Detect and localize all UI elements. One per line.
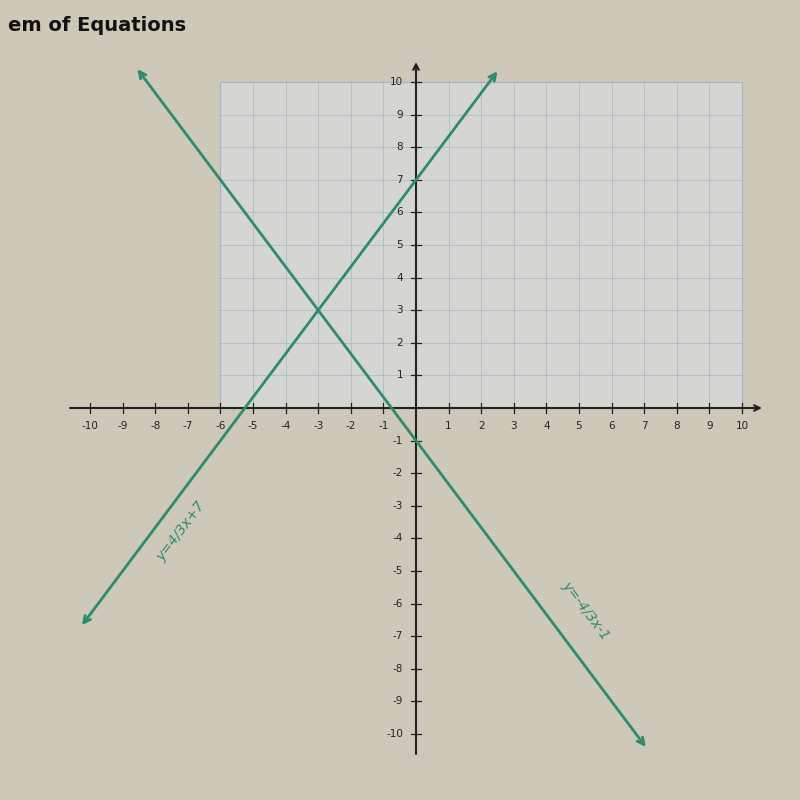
Text: 6: 6: [608, 421, 615, 431]
Text: -9: -9: [393, 696, 403, 706]
Text: -3: -3: [313, 421, 323, 431]
Text: -8: -8: [393, 664, 403, 674]
Text: -7: -7: [182, 421, 193, 431]
Text: -6: -6: [393, 598, 403, 609]
Text: -8: -8: [150, 421, 161, 431]
Text: -10: -10: [82, 421, 98, 431]
Text: -1: -1: [393, 435, 403, 446]
Text: -2: -2: [393, 468, 403, 478]
Text: 5: 5: [576, 421, 582, 431]
Text: 7: 7: [396, 175, 403, 185]
Text: 3: 3: [396, 306, 403, 315]
Text: 2: 2: [396, 338, 403, 348]
Text: -9: -9: [118, 421, 128, 431]
Text: -5: -5: [248, 421, 258, 431]
Text: 6: 6: [396, 207, 403, 218]
Text: -6: -6: [215, 421, 226, 431]
Text: 10: 10: [390, 77, 403, 87]
Text: -3: -3: [393, 501, 403, 510]
Text: -1: -1: [378, 421, 389, 431]
Text: 1: 1: [446, 421, 452, 431]
Text: -4: -4: [281, 421, 291, 431]
Text: 1: 1: [396, 370, 403, 381]
Text: 4: 4: [543, 421, 550, 431]
Text: -10: -10: [386, 729, 403, 739]
Text: 2: 2: [478, 421, 485, 431]
Text: 3: 3: [510, 421, 517, 431]
Text: 4: 4: [396, 273, 403, 282]
Text: em of Equations: em of Equations: [8, 16, 186, 35]
Text: y=-4/3x-1: y=-4/3x-1: [559, 578, 612, 642]
Text: 8: 8: [396, 142, 403, 152]
Text: 7: 7: [641, 421, 647, 431]
Text: 5: 5: [396, 240, 403, 250]
Bar: [221, 82, 742, 408]
Text: y=4/3x+7: y=4/3x+7: [154, 499, 208, 565]
Text: 9: 9: [706, 421, 713, 431]
Text: -4: -4: [393, 534, 403, 543]
Text: 9: 9: [396, 110, 403, 120]
Text: -5: -5: [393, 566, 403, 576]
Text: 8: 8: [674, 421, 680, 431]
Text: -2: -2: [346, 421, 356, 431]
Text: -7: -7: [393, 631, 403, 641]
Text: 10: 10: [735, 421, 749, 431]
